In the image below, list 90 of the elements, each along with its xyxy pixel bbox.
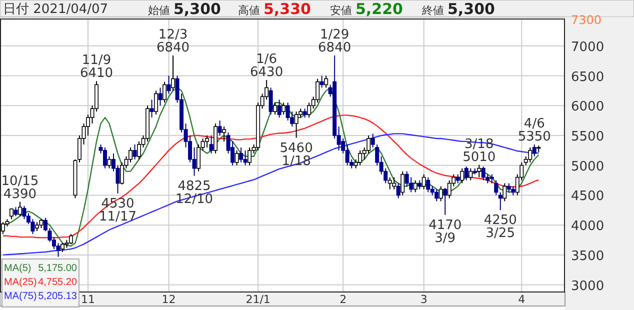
chart-title: 日付 2021/04/07 [3, 2, 108, 17]
candlestick [273, 102, 278, 116]
candlestick [214, 123, 218, 154]
candlestick [234, 150, 239, 166]
candlestick [166, 75, 171, 94]
text: 高値 5,330 [238, 0, 311, 18]
annotation: 4170 3/9 [428, 218, 462, 246]
annotation: 10/15 4390 [1, 174, 39, 202]
candlestick [345, 144, 350, 166]
y-tick-label: 5000 [571, 159, 604, 174]
candlestick [18, 201, 22, 217]
candlestick [396, 182, 400, 199]
candlestick [158, 87, 162, 106]
candlestick [239, 146, 244, 163]
candlestick [222, 126, 226, 142]
candlestick [388, 176, 392, 190]
candlestick [400, 170, 405, 196]
x-tick-label: 11 [81, 293, 95, 306]
candlestick [268, 87, 273, 116]
candlestick [468, 168, 473, 181]
annotation: 4,755.20 [38, 277, 78, 288]
y-tick-label: 3500 [571, 248, 604, 264]
candlestick [22, 205, 26, 220]
x-tick-label: 21/1 [246, 293, 270, 306]
candlestick [443, 188, 448, 216]
text: MA(5) [4, 263, 32, 274]
candlestick [282, 102, 286, 116]
candlestick [132, 144, 137, 160]
annotation: 1/29 6840 [318, 27, 352, 56]
candlestick [277, 99, 282, 118]
annotation: 4825 12/10 [176, 178, 214, 207]
candlestick [413, 180, 418, 193]
candlestick [209, 134, 214, 154]
candlestick [464, 166, 468, 181]
annotation: 11/9 6410 [80, 53, 114, 82]
candlestick [320, 75, 324, 88]
candlestick [68, 234, 73, 245]
candlestick [434, 188, 439, 202]
candlestick [392, 176, 396, 190]
text: MA(25) [4, 277, 37, 288]
text: 始値 5,300 [148, 0, 221, 18]
y-tick-label: 5500 [571, 129, 604, 144]
candlestick [307, 102, 312, 118]
candlestick [498, 192, 502, 211]
candlestick [438, 186, 443, 202]
candlestick [294, 111, 298, 138]
text: 7300 [571, 13, 602, 27]
candlestick [103, 146, 108, 169]
candlestick [502, 182, 507, 202]
text: 終値 5,300 [421, 0, 495, 18]
candlestick [171, 54, 176, 92]
y-tick-label: 6000 [571, 100, 604, 115]
candlestick [248, 146, 252, 166]
y-tick-label: 4500 [571, 189, 604, 204]
candlestick [107, 156, 112, 169]
candlestick [422, 174, 426, 190]
candlestick [460, 168, 464, 184]
candlestick [243, 150, 248, 166]
candlestick [205, 134, 210, 148]
candlestick [137, 140, 142, 160]
candlestick [324, 75, 328, 88]
candlestick [196, 144, 201, 172]
text: 安値 5,220 [330, 0, 403, 18]
candlestick [477, 164, 482, 178]
candlestick [154, 90, 158, 116]
annotation: 12/3 6840 [156, 27, 190, 56]
y-tick-label: 7000 [571, 40, 604, 55]
x-tick-label: 2 [340, 293, 347, 306]
annotation: 4250 3/25 [484, 213, 517, 242]
candlestick [162, 81, 167, 104]
annotation: 5,205.13 [38, 291, 78, 302]
candlestick [218, 120, 222, 136]
annotation: 4/6 5350 [518, 116, 551, 144]
text: MA(75) [4, 291, 37, 302]
x-tick-label: 12 [162, 293, 176, 306]
candlestick [0, 222, 5, 235]
candlestick [532, 144, 536, 157]
x-tick-label: 3 [420, 293, 428, 306]
candlestick [426, 176, 430, 193]
annotation: 1/6 6430 [250, 52, 284, 80]
y-tick-label: 3000 [571, 278, 604, 294]
y-tick-label: 4000 [571, 219, 604, 234]
candlestick [150, 99, 154, 118]
y-tick-label: 6500 [571, 70, 604, 85]
candlestick [120, 162, 124, 185]
annotation: 5,175.00 [38, 263, 78, 274]
candlestick [358, 150, 362, 166]
candlestick [481, 166, 486, 181]
x-tick-label: 4 [518, 293, 526, 306]
candlestick [528, 146, 532, 163]
